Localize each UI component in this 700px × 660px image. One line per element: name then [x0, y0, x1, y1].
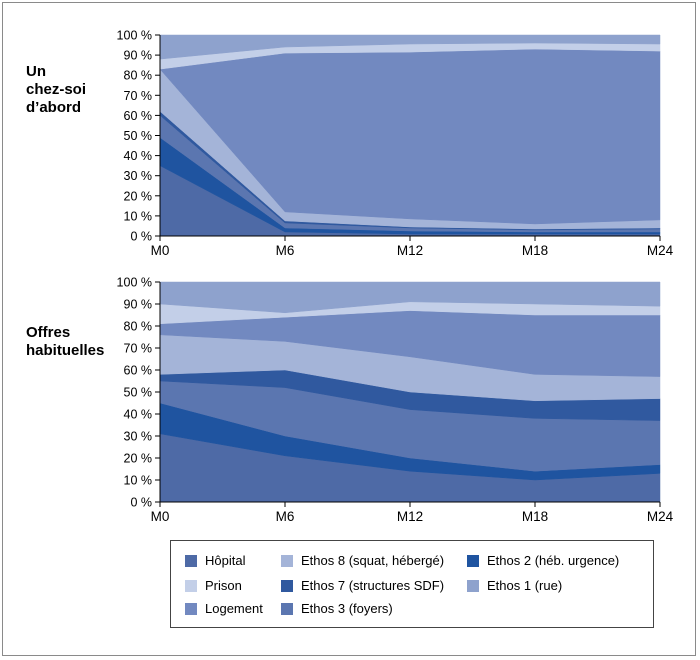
- legend-label: Logement: [205, 601, 263, 616]
- x-tick-label: M24: [647, 243, 674, 258]
- y-tick-label: 10 %: [124, 209, 153, 223]
- y-tick-label: 80 %: [124, 69, 153, 83]
- x-tick-label: M0: [151, 243, 170, 258]
- x-tick-label: M24: [647, 509, 674, 524]
- legend-label: Hôpital: [205, 553, 246, 568]
- y-tick-label: 90 %: [124, 49, 153, 63]
- legend-swatch: [281, 602, 293, 615]
- legend-item-ethos7: Ethos 7 (structures SDF): [281, 578, 444, 593]
- x-tick-label: M0: [151, 509, 170, 524]
- y-tick-label: 100 %: [117, 29, 152, 43]
- y-tick-label: 100 %: [117, 276, 152, 290]
- legend-swatch: [281, 579, 293, 592]
- legend-swatch: [281, 554, 293, 567]
- legend-label: Ethos 2 (héb. urgence): [487, 553, 620, 568]
- y-tick-label: 80 %: [124, 320, 153, 334]
- legend-swatch: [185, 579, 197, 592]
- legend-swatch: [185, 554, 197, 567]
- legend-swatch: [185, 602, 197, 615]
- y-tick-label: 0 %: [130, 496, 152, 510]
- y-tick-label: 10 %: [124, 474, 153, 488]
- chart-panel-2: 0 % 10 % 20 % 30 % 40 % 50 % 60 % 70 % 80 % 90 % 1…: [117, 276, 674, 525]
- y-tick-label: 60 %: [124, 109, 153, 123]
- legend-item-ethos3: Ethos 3 (foyers): [281, 601, 393, 616]
- y-tick-label: 70 %: [124, 342, 153, 356]
- legend-item-prison: Prison: [185, 578, 242, 593]
- legend-label: Ethos 3 (foyers): [301, 601, 393, 616]
- legend-label: Ethos 7 (structures SDF): [301, 578, 445, 593]
- y-tick-label: 0 %: [130, 230, 152, 244]
- y-tick-label: 90 %: [124, 298, 153, 312]
- panel-label-bottom-line1: Offres: [26, 324, 70, 341]
- area-ethos1: [159, 281, 661, 314]
- legend-swatch: [467, 554, 479, 567]
- y-tick-label: 30 %: [124, 169, 153, 183]
- panel-label-top-line2: chez-soi: [26, 81, 86, 98]
- x-tick-label: M12: [397, 243, 423, 258]
- y-tick-label: 30 %: [124, 430, 153, 444]
- y-tick-label: 70 %: [124, 89, 153, 103]
- x-tick-label: M6: [276, 243, 295, 258]
- y-tick-label: 50 %: [124, 129, 153, 143]
- area-ethos1: [159, 34, 661, 60]
- y-tick-label: 60 %: [124, 364, 153, 378]
- legend-label: Ethos 8 (squat, hébergé): [301, 553, 445, 568]
- x-tick-label: M18: [522, 509, 548, 524]
- chart-legend: Hôpital Ethos 8 (squat, hébergé) Ethos 2 (…: [170, 540, 654, 628]
- legend-item-ethos1: Ethos 1 (rue): [467, 578, 562, 593]
- x-tick-label: M18: [522, 243, 548, 258]
- chart-panel-1: 0 % 10 % 20 % 30 % 40 % 50 % 60 % 70 % 80 % 90 % 1…: [117, 29, 674, 259]
- y-tick-label: 20 %: [124, 452, 153, 466]
- legend-item-hopital: Hôpital: [185, 553, 245, 568]
- y-tick-label: 40 %: [124, 408, 153, 422]
- legend-label: Ethos 1 (rue): [487, 578, 563, 593]
- x-tick-label: M6: [276, 509, 295, 524]
- legend-item-logement: Logement: [185, 601, 263, 616]
- y-tick-label: 50 %: [124, 386, 153, 400]
- y-tick-label: 20 %: [124, 189, 153, 203]
- panel-label-top-line1: Un: [26, 63, 46, 80]
- legend-item-ethos2: Ethos 2 (héb. urgence): [467, 553, 619, 568]
- y-tick-label: 40 %: [124, 149, 153, 163]
- panel-label-bottom-line2: habituelles: [26, 342, 104, 359]
- legend-swatch: [467, 579, 479, 592]
- x-tick-label: M12: [397, 509, 423, 524]
- panel-label-top-line3: d’abord: [26, 99, 81, 116]
- legend-label: Prison: [205, 578, 242, 593]
- legend-item-ethos8: Ethos 8 (squat, hébergé): [281, 553, 444, 568]
